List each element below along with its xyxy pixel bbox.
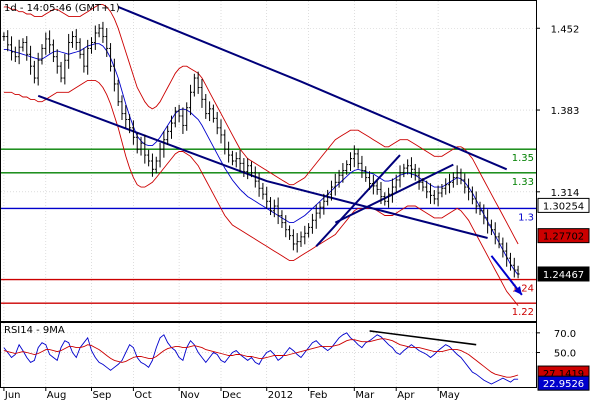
- level-label: 1.22: [512, 307, 534, 318]
- price-boxes: 1.30254 1.27702 1.24467: [537, 197, 590, 282]
- rsi-title: RSI14 - 9MA: [4, 325, 65, 336]
- price-tick-label: 1.383: [551, 106, 580, 117]
- middle-band-line: [3, 43, 519, 276]
- rsi-price-box-label: 27.1419: [543, 369, 584, 380]
- price-box-label: 1.24467: [543, 270, 584, 281]
- price-box-label: 1.27702: [543, 232, 584, 243]
- chart-title: 1d - 14:05:46 (GMT+1): [4, 3, 120, 14]
- channel-line: [37, 94, 488, 239]
- price-box: [537, 197, 590, 213]
- price-box: [537, 266, 590, 282]
- price-bars: [2, 21, 520, 279]
- x-tick-label: Jun: [4, 390, 21, 400]
- level-label: 1.24: [512, 284, 534, 295]
- bollinger-bands: [3, 4, 519, 306]
- rsi-tick-label: 70.0: [554, 329, 576, 340]
- x-tick-label: Apr: [397, 390, 415, 400]
- x-tick-label: Mar: [355, 390, 375, 400]
- x-tick-label: Feb: [310, 390, 328, 400]
- x-tick-label: Dec: [222, 390, 241, 400]
- rsi-series-line: [3, 338, 519, 378]
- price-box: [537, 228, 590, 244]
- x-tick-label: Aug: [47, 390, 67, 400]
- price-tick-label: 1.452: [551, 24, 580, 35]
- x-axis: Jun Aug Sep Oct Nov Dec 2012 Feb Mar Apr May: [3, 387, 460, 400]
- level-label: 1.35: [512, 153, 534, 164]
- rsi-grid: [1, 323, 536, 387]
- target-arrow-shaft: [490, 255, 523, 296]
- x-tick-label: Oct: [134, 390, 151, 400]
- target-arrow-head: [513, 286, 522, 295]
- x-tick-label: May: [439, 390, 460, 400]
- x-tick-label: Nov: [180, 390, 200, 400]
- lower-band-line: [3, 79, 519, 306]
- price-axis: 1.452 1.383 1.314: [536, 24, 579, 199]
- horizontal-levels: 1.35 1.33 1.3 1.24 1.22: [1, 148, 536, 318]
- price-box-label: 1.30254: [543, 201, 584, 212]
- price-tick-label: 1.314: [551, 188, 580, 199]
- rsi-price-box: [537, 375, 590, 391]
- channel-line: [315, 154, 401, 247]
- x-tick-label: Sep: [93, 390, 112, 400]
- channel-lines: [37, 5, 508, 247]
- rsi-tick-label: 50.0: [554, 349, 576, 360]
- rsi-price-box-label: 22.9526: [543, 379, 584, 390]
- x-tick-label: 2012: [268, 390, 293, 400]
- rsi-series-line: [3, 332, 519, 385]
- level-label: 1.33: [512, 177, 534, 188]
- upper-band-line: [3, 4, 519, 245]
- target-arrow: [490, 255, 523, 296]
- rsi-lines: [3, 330, 519, 385]
- rsi-axis: 70.0 50.0: [536, 329, 576, 360]
- rsi-trendline: [369, 330, 477, 346]
- price-panel-frame: [0, 0, 537, 322]
- rsi-panel-frame: [0, 322, 537, 388]
- channel-line: [334, 163, 454, 224]
- level-label: 1.3: [518, 212, 534, 223]
- channel-line: [117, 5, 508, 171]
